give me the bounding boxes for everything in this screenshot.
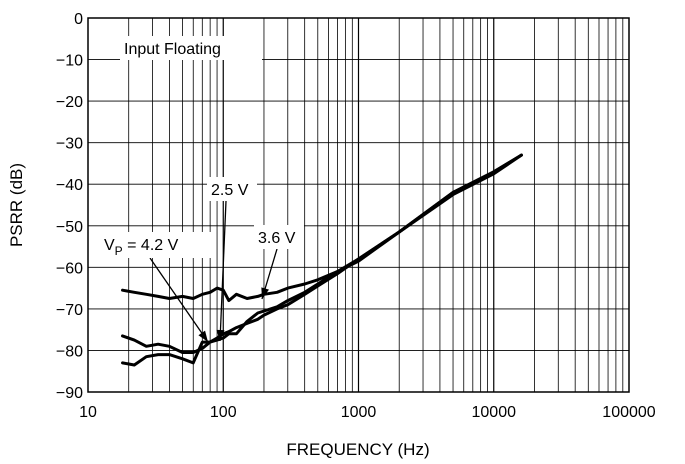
y-tick-label: −60	[56, 260, 83, 277]
annotation-arrow-vp-shaft	[149, 257, 209, 343]
annotation-input-floating-bg	[120, 36, 262, 60]
y-tick-label: −10	[56, 53, 83, 70]
annotation-2p5v-bg	[207, 177, 257, 201]
annotation-vp-sub: P	[115, 244, 123, 258]
y-tick-label: −70	[56, 302, 83, 319]
grid	[88, 18, 629, 392]
annotation-arrow-vp-head	[198, 330, 208, 342]
x-axis-label: FREQUENCY (Hz)	[286, 440, 429, 459]
annotation-arrow-2p5v-head	[216, 329, 225, 341]
x-tick-labels: 10 100 1000 10000 100000	[79, 404, 656, 421]
annotation-3p6v-bg	[254, 225, 304, 249]
annotation-2p5v: 2.5 V	[211, 182, 249, 199]
y-tick-label: −80	[56, 343, 83, 360]
y-tick-label: 0	[74, 11, 83, 28]
x-tick-label: 100000	[602, 404, 655, 421]
series-line	[121, 153, 523, 303]
annotation-vp-v: V	[104, 237, 115, 254]
annotation-vp-bg	[100, 232, 216, 258]
series-line	[121, 153, 523, 367]
annotation-arrow-3p6v-head	[261, 287, 269, 299]
annotation-3p6v: 3.6 V	[258, 230, 296, 247]
y-tick-label: −90	[56, 385, 83, 402]
y-axis-label: PSRR (dB)	[7, 163, 26, 247]
y-tick-label: −40	[56, 177, 83, 194]
y-tick-label: −30	[56, 136, 83, 153]
x-tick-label: 100	[210, 404, 237, 421]
series-group	[121, 153, 523, 367]
y-tick-labels: 0 −10 −20 −30 −40 −50 −60 −70 −80 −90	[56, 11, 83, 402]
annotation-arrows	[149, 200, 278, 343]
annotations: Input Floating 2.5 V 3.6 V VP = 4.2 V	[100, 36, 304, 258]
annotation-vp-rest: = 4.2 V	[123, 237, 179, 254]
y-tick-label: −20	[56, 94, 83, 111]
x-tick-label: 10000	[472, 404, 517, 421]
x-tick-label: 1000	[341, 404, 377, 421]
annotation-vp: VP = 4.2 V	[104, 237, 179, 258]
annotation-input-floating: Input Floating	[124, 41, 221, 58]
x-tick-label: 10	[79, 404, 97, 421]
y-tick-label: −50	[56, 219, 83, 236]
annotation-arrow-2p5v-shaft	[219, 200, 227, 342]
